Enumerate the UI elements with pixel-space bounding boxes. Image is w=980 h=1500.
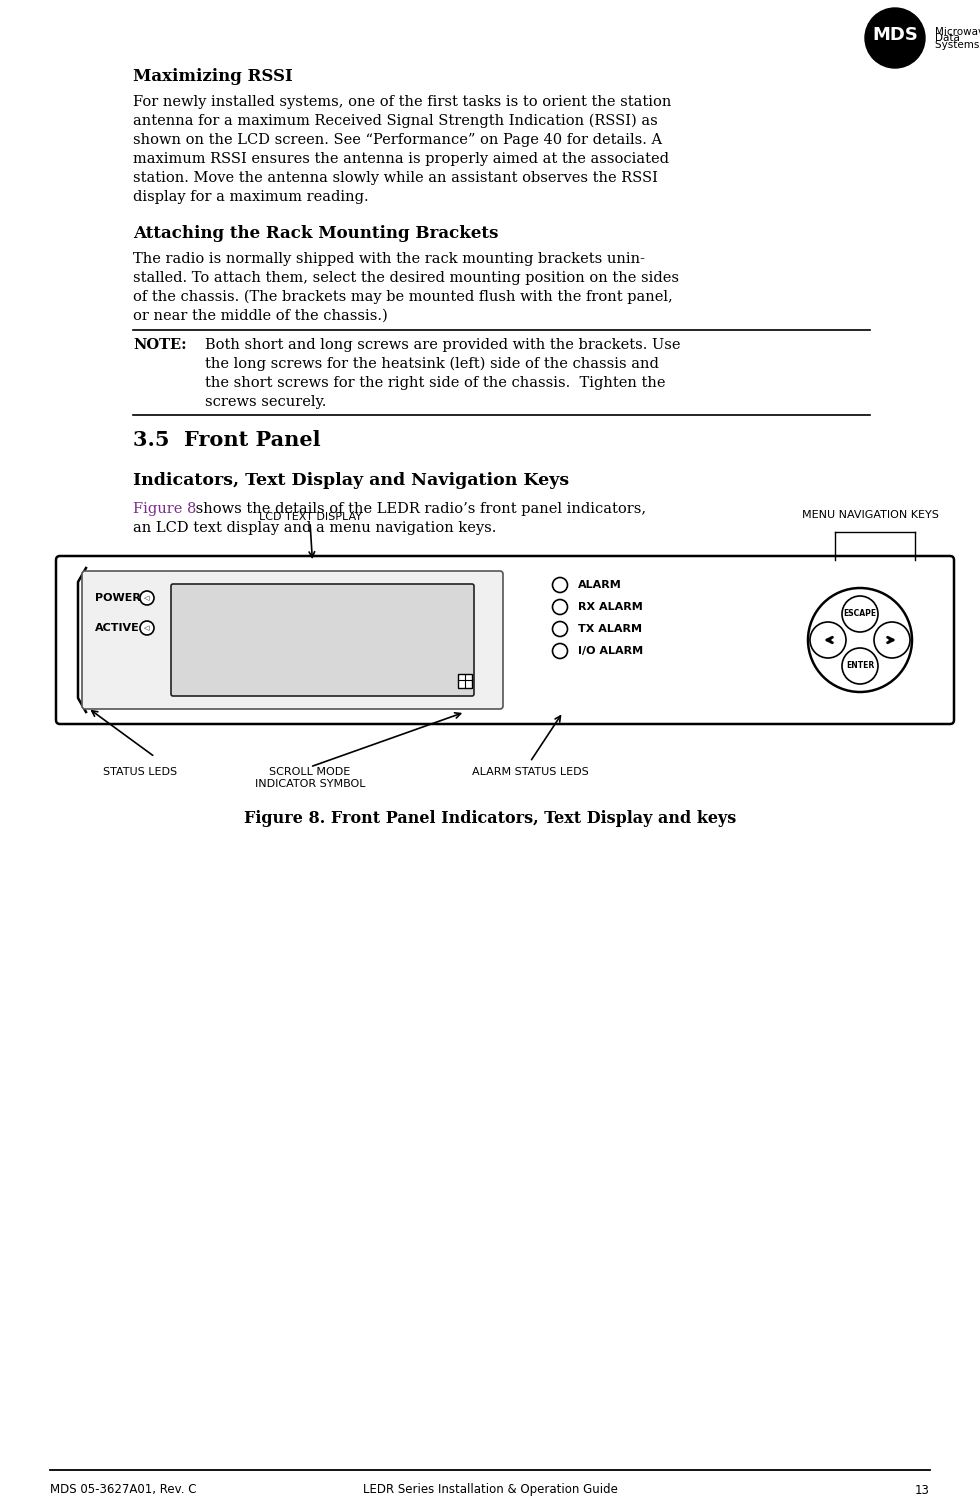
Circle shape: [553, 578, 567, 592]
Text: INDICATOR SYMBOL: INDICATOR SYMBOL: [255, 778, 366, 789]
Text: shows the details of the LEDR radio’s front panel indicators,: shows the details of the LEDR radio’s fr…: [191, 503, 646, 516]
Text: shown on the LCD screen. See “Performance” on Page 40 for details. A: shown on the LCD screen. See “Performanc…: [133, 134, 662, 147]
Text: screws securely.: screws securely.: [205, 394, 326, 410]
Text: the short screws for the right side of the chassis.  Tighten the: the short screws for the right side of t…: [205, 376, 665, 390]
Text: station. Move the antenna slowly while an assistant observes the RSSI: station. Move the antenna slowly while a…: [133, 171, 658, 184]
Circle shape: [140, 591, 154, 604]
Text: ACTIVE: ACTIVE: [95, 622, 140, 633]
Text: The radio is normally shipped with the rack mounting brackets unin-: The radio is normally shipped with the r…: [133, 252, 645, 266]
Circle shape: [874, 622, 910, 658]
FancyBboxPatch shape: [56, 556, 954, 724]
Text: an LCD text display and a menu navigation keys.: an LCD text display and a menu navigatio…: [133, 520, 497, 536]
Text: Data: Data: [935, 33, 959, 44]
Text: Figure 8. Front Panel Indicators, Text Display and keys: Figure 8. Front Panel Indicators, Text D…: [244, 810, 736, 826]
Text: Indicators, Text Display and Navigation Keys: Indicators, Text Display and Navigation …: [133, 472, 569, 489]
Text: MENU NAVIGATION KEYS: MENU NAVIGATION KEYS: [802, 510, 939, 520]
Text: POWER: POWER: [95, 592, 141, 603]
Text: 3.5  Front Panel: 3.5 Front Panel: [133, 430, 320, 450]
Text: 13: 13: [915, 1484, 930, 1497]
Circle shape: [140, 621, 154, 634]
Text: MDS: MDS: [872, 26, 918, 44]
Text: display for a maximum reading.: display for a maximum reading.: [133, 190, 368, 204]
Text: ALARM: ALARM: [578, 580, 621, 590]
FancyBboxPatch shape: [82, 572, 503, 710]
Text: stalled. To attach them, select the desired mounting position on the sides: stalled. To attach them, select the desi…: [133, 272, 679, 285]
Text: ENTER: ENTER: [846, 662, 874, 670]
Text: STATUS LEDS: STATUS LEDS: [103, 766, 177, 777]
Text: MDS 05-3627A01, Rev. C: MDS 05-3627A01, Rev. C: [50, 1484, 197, 1497]
Text: maximum RSSI ensures the antenna is properly aimed at the associated: maximum RSSI ensures the antenna is prop…: [133, 152, 669, 166]
Text: For newly installed systems, one of the first tasks is to orient the station: For newly installed systems, one of the …: [133, 94, 671, 110]
Text: LEDR Series Installation & Operation Guide: LEDR Series Installation & Operation Gui…: [363, 1484, 617, 1497]
Circle shape: [842, 648, 878, 684]
Text: Microwave: Microwave: [935, 27, 980, 38]
Text: ESCAPE: ESCAPE: [844, 609, 876, 618]
Circle shape: [553, 621, 567, 636]
Text: RX ALARM: RX ALARM: [578, 602, 643, 612]
Text: NOTE:: NOTE:: [133, 338, 186, 352]
Text: LCD TEXT DISPLAY: LCD TEXT DISPLAY: [259, 512, 362, 522]
Text: SCROLL MODE: SCROLL MODE: [270, 766, 351, 777]
Circle shape: [553, 644, 567, 658]
Text: Figure 8: Figure 8: [133, 503, 196, 516]
Text: Attaching the Rack Mounting Brackets: Attaching the Rack Mounting Brackets: [133, 225, 499, 242]
Text: Both short and long screws are provided with the brackets. Use: Both short and long screws are provided …: [205, 338, 680, 352]
Text: ◁: ◁: [144, 596, 150, 602]
Text: Maximizing RSSI: Maximizing RSSI: [133, 68, 293, 86]
Circle shape: [865, 8, 925, 68]
Text: Systems Inc.: Systems Inc.: [935, 40, 980, 50]
Circle shape: [810, 622, 846, 658]
Text: of the chassis. (The brackets may be mounted flush with the front panel,: of the chassis. (The brackets may be mou…: [133, 290, 672, 304]
Text: or near the middle of the chassis.): or near the middle of the chassis.): [133, 309, 388, 322]
Circle shape: [808, 588, 912, 692]
Circle shape: [842, 596, 878, 632]
Text: I/O ALARM: I/O ALARM: [578, 646, 643, 656]
Text: TX ALARM: TX ALARM: [578, 624, 642, 634]
Text: antenna for a maximum Received Signal Strength Indication (RSSI) as: antenna for a maximum Received Signal St…: [133, 114, 658, 129]
Text: the long screws for the heatsink (left) side of the chassis and: the long screws for the heatsink (left) …: [205, 357, 659, 372]
Bar: [458, 674, 472, 688]
FancyBboxPatch shape: [171, 584, 474, 696]
Text: ALARM STATUS LEDS: ALARM STATUS LEDS: [471, 766, 588, 777]
Text: ◁: ◁: [144, 626, 150, 632]
Circle shape: [553, 600, 567, 615]
